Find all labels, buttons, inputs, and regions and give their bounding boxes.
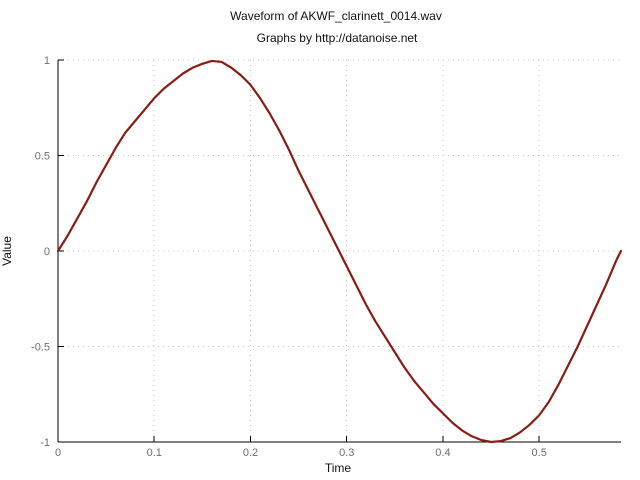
text-layer: Waveform of AKWF_clarinett_0014.wav Grap… [0, 9, 547, 475]
chart-title: Waveform of AKWF_clarinett_0014.wav [230, 9, 442, 23]
y-tick-label-3: -0.5 [31, 342, 50, 354]
y-tick-label-0: 1 [44, 55, 50, 67]
x-tick-label-2: 0.2 [243, 447, 258, 459]
x-tick-label-4: 0.4 [435, 447, 450, 459]
x-tick-label-1: 0.1 [147, 447, 162, 459]
chart-subtitle: Graphs by http://datanoise.net [257, 31, 418, 45]
y-tick-label-1: 0.5 [35, 151, 50, 163]
x-tick-label-5: 0.5 [532, 447, 547, 459]
y-tick-label-2: 0 [44, 246, 50, 258]
y-axis-label: Value [0, 236, 14, 266]
y-tick-label-4: -1 [40, 437, 50, 449]
series-layer [56, 59, 623, 444]
series-line-0 [56, 59, 623, 444]
x-tick-label-3: 0.3 [339, 447, 354, 459]
x-tick-label-0: 0 [55, 447, 61, 459]
x-axis-label: Time [325, 461, 352, 475]
